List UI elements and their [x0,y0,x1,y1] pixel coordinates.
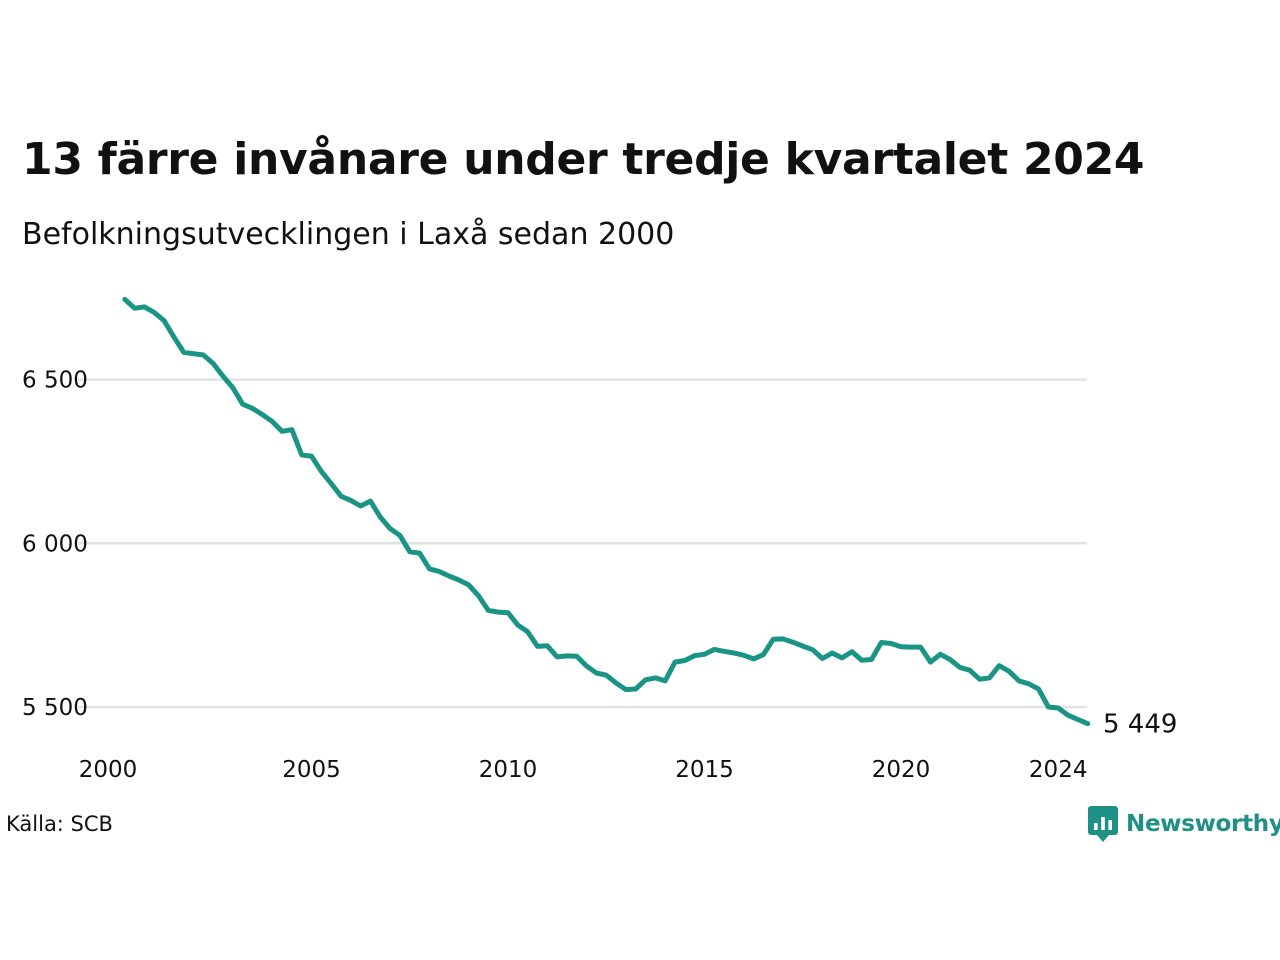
newsworthy-logo-icon [1088,806,1118,842]
x-tick-label: 2015 [675,757,734,783]
series-line [122,296,1091,727]
chart-subtitle: Befolkningsutvecklingen i Laxå sedan 200… [22,217,675,252]
x-tick-label: 2010 [479,757,538,783]
y-tick-label: 6 000 [22,531,88,557]
last-value-label: 5 449 [1103,710,1177,740]
x-tick-label: 2005 [282,757,341,783]
source-note: Källa: SCB [6,812,113,836]
x-axis-tick-labels: 2000 2005 2010 2015 2020 2024 [79,757,1088,783]
y-tick-label: 6 500 [22,368,88,394]
y-tick-label: 5 500 [22,695,88,721]
x-tick-label: 2000 [79,757,138,783]
data-labels: 5 449 [1103,710,1177,740]
brand-logo: Newsworthy [1088,804,1280,844]
grid-lines [78,378,1087,709]
x-tick-label: 2024 [1029,757,1088,783]
series-layer [122,296,1091,727]
chart-title: 13 färre invånare under tredje kvartalet… [22,134,1145,185]
brand-name: Newsworthy [1126,811,1280,837]
y-axis-tick-labels: 5 500 6 000 6 500 [22,368,88,721]
x-tick-label: 2020 [872,757,931,783]
